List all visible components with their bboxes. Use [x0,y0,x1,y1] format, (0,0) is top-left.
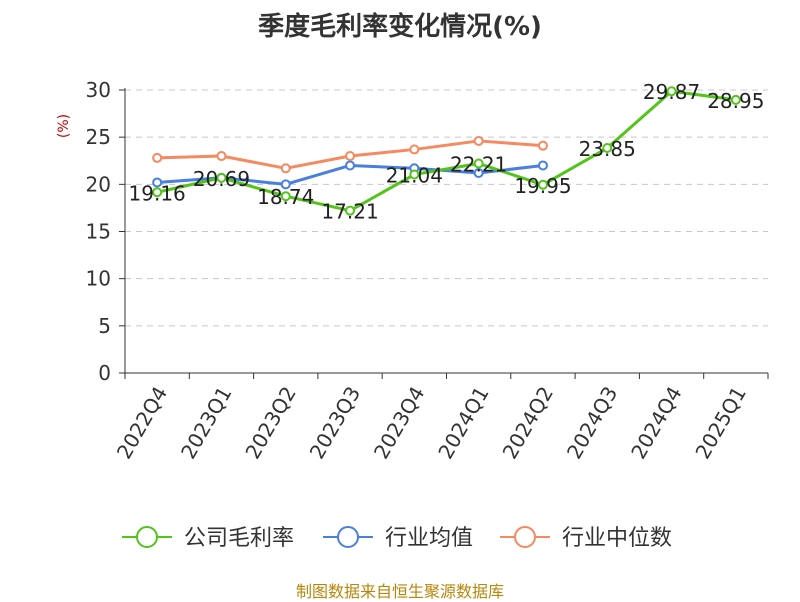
y-tick-label: 30 [86,78,111,102]
y-tick-label: 5 [98,314,111,338]
data-point [602,143,613,154]
legend-label: 行业中位数 [562,526,672,551]
source-note: 制图数据来自恒生聚源数据库 [295,582,504,601]
data-label: 18.74 [257,185,314,209]
legend-label: 行业均值 [385,526,473,551]
legend-marker [514,526,536,548]
x-tick-label: 2024Q4 [626,382,686,463]
data-point [730,94,741,105]
data-point [345,205,356,216]
x-tick-label: 2024Q3 [562,382,622,463]
legend-marker [337,526,359,548]
x-tick-label: 2023Q1 [176,382,236,463]
y-tick-label: 0 [98,361,111,385]
data-point [537,160,548,171]
data-point [345,151,356,162]
y-tick-label: 25 [86,125,111,149]
data-point [152,152,163,163]
data-label: 20.69 [193,167,250,191]
series-line [156,89,737,213]
x-tick-label: 2024Q1 [433,382,493,463]
data-label: 21.04 [386,164,443,188]
data-point [280,191,291,202]
chart-title: 季度毛利率变化情况(%) [258,12,542,42]
y-tick-label: 20 [86,172,111,196]
y-tick-label: 15 [86,220,111,244]
data-label: 19.16 [129,181,186,205]
data-point [280,163,291,174]
data-point [537,179,548,190]
data-point [473,135,484,146]
data-point [537,140,548,151]
y-axis-label: (%) [56,114,72,138]
data-point [409,169,420,180]
x-tick-label: 2022Q4 [112,382,172,463]
data-point [409,144,420,155]
data-point [152,177,163,188]
data-point [473,168,484,179]
data-label: 17.21 [321,200,378,224]
data-label: 19.95 [514,174,571,198]
data-label: 28.95 [707,89,764,113]
data-point [216,151,227,162]
x-tick-label: 2025Q1 [690,382,750,463]
y-tick-label: 10 [86,267,111,291]
data-point [216,172,227,183]
data-point [473,158,484,169]
data-label: 23.85 [579,137,636,161]
x-tick-label: 2023Q4 [369,382,429,463]
data-point [280,179,291,190]
legend-label: 公司毛利率 [184,526,294,551]
data-point [345,160,356,171]
data-label: 22.21 [450,152,507,176]
legend-marker [136,526,158,548]
x-tick-label: 2023Q2 [240,382,300,463]
data-point [152,187,163,198]
x-tick-label: 2023Q3 [305,382,365,463]
data-point [666,86,677,97]
x-tick-label: 2024Q2 [498,382,558,463]
data-label: 29.87 [643,80,700,104]
